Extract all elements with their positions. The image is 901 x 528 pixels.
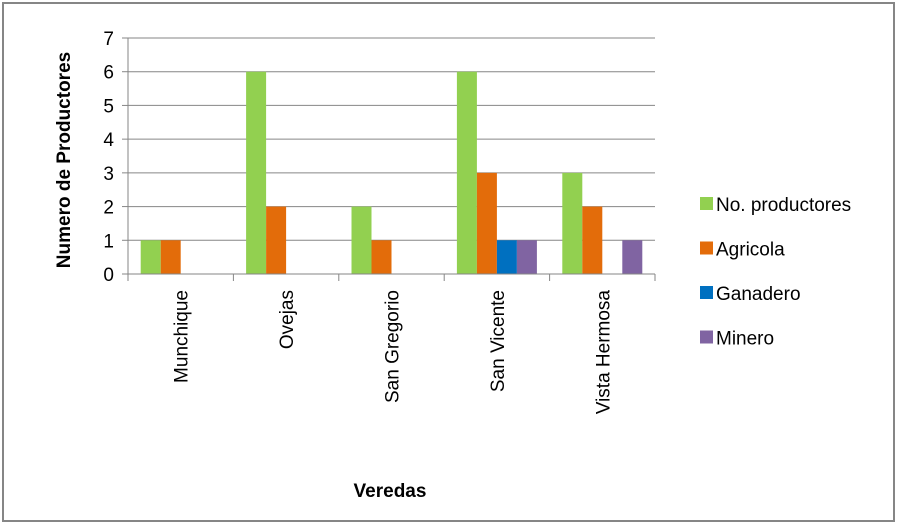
legend-label: Agricola — [716, 240, 785, 261]
legend-swatch — [700, 330, 713, 344]
bar — [562, 172, 583, 274]
y-tick-label: 2 — [103, 198, 114, 219]
x-tick-label: San Vicente — [488, 290, 509, 392]
y-tick-label: 6 — [103, 63, 114, 84]
y-tick-label: 1 — [103, 231, 114, 252]
legend-label: No. productores — [716, 195, 851, 216]
bar — [476, 172, 497, 274]
bar — [246, 71, 267, 274]
bar — [371, 240, 392, 274]
bar — [351, 206, 372, 274]
legend: No. productores Agricola Ganadero Minero — [700, 195, 851, 350]
y-tick-label: 4 — [103, 130, 114, 151]
y-tick-label: 7 — [103, 29, 114, 50]
bar — [266, 206, 287, 274]
bar — [496, 240, 517, 274]
legend-swatch — [700, 241, 713, 255]
bar — [140, 240, 161, 274]
bar — [456, 71, 477, 274]
y-tick-label: 0 — [103, 265, 114, 286]
x-tick-label: Munchique — [172, 290, 193, 383]
bars — [140, 71, 643, 274]
legend-swatch — [700, 197, 713, 210]
y-tick-labels: 0 1 2 3 4 5 6 7 — [103, 29, 114, 286]
bar — [582, 206, 603, 274]
x-tick-label: Vista Hermosa — [593, 290, 614, 415]
y-axis-title: Numero de Productores — [54, 52, 75, 268]
legend-label: Minero — [716, 329, 774, 350]
legend-label: Ganadero — [716, 284, 801, 305]
x-tick-label: Ovejas — [277, 290, 298, 349]
y-tick-label: 5 — [103, 96, 114, 117]
x-tick-labels: Munchique Ovejas San Gregorio San Vicente Vi… — [172, 290, 615, 415]
legend-swatch — [700, 286, 713, 299]
x-axis-title: Veredas — [354, 481, 427, 502]
bar — [516, 240, 537, 274]
y-tick-label: 3 — [103, 164, 114, 185]
x-tick-label: San Gregorio — [383, 290, 404, 403]
bar — [622, 240, 643, 274]
axes — [122, 37, 656, 281]
bar — [160, 240, 181, 274]
